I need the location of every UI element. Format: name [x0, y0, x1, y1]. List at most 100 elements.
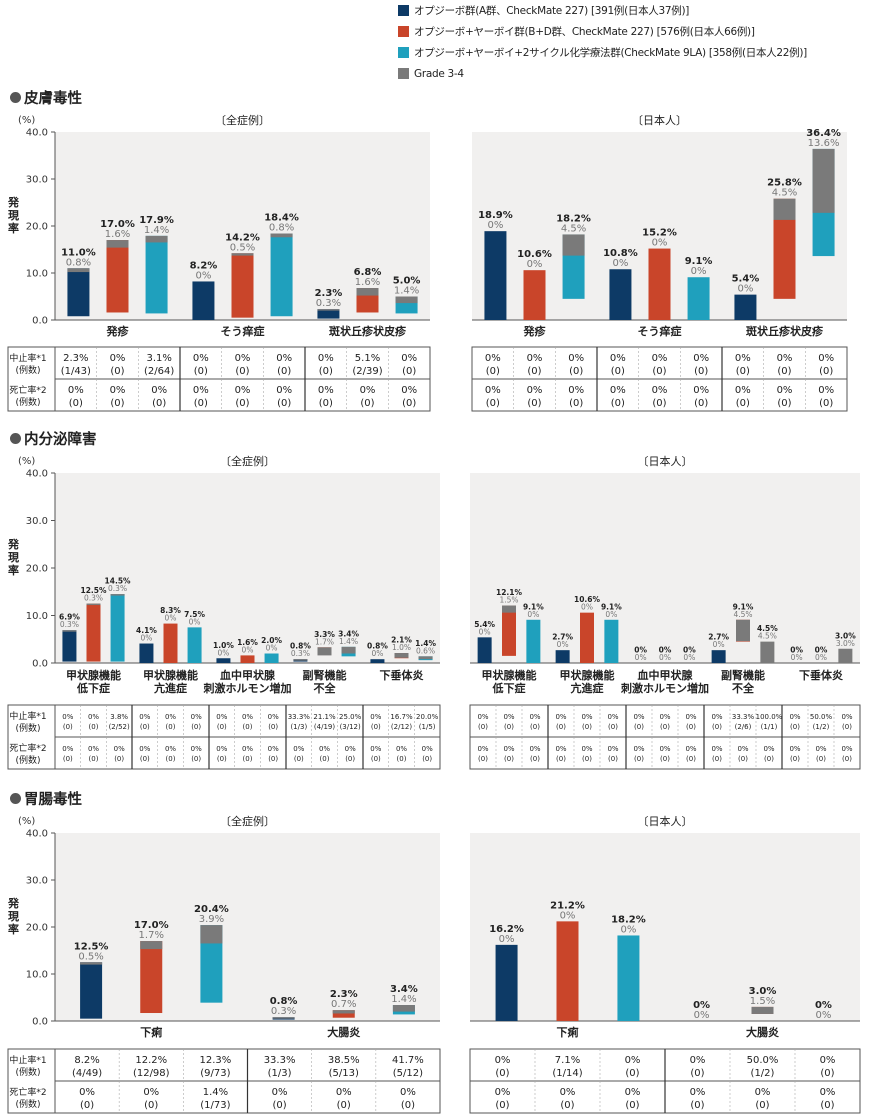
- table-cell-count: (1/3): [290, 723, 307, 731]
- table-cell-rate: 33.3%: [732, 713, 755, 721]
- table-cell-count: (2/6): [735, 723, 752, 731]
- grade34-label: 0%: [479, 627, 491, 636]
- chart-endocrine: (%)発現率0.010.020.030.040.0〔全症例〕6.9%0.3%12…: [7, 454, 861, 770]
- table-cell-count: (0): [686, 723, 696, 731]
- category-label: 刺激ホルモン増加: [620, 681, 709, 695]
- table-cell-count: (0): [277, 398, 291, 409]
- table-cell-count: (5/13): [329, 1068, 359, 1079]
- grade34-label: 0%: [189, 617, 201, 626]
- y-axis-label: 発現率: [7, 195, 20, 235]
- grade34-label: 1.4%: [144, 225, 169, 236]
- table-cell-count: (0): [530, 723, 540, 731]
- table-cell-count: (0): [360, 398, 374, 409]
- data-label: 10.8%: [603, 248, 638, 259]
- y-tick-label: 30.0: [26, 876, 48, 887]
- bar-grade34: [341, 646, 356, 654]
- bar: [67, 268, 90, 317]
- category-label: 発疹: [523, 324, 547, 338]
- table-cell-count: (0): [790, 755, 800, 763]
- bar: [106, 240, 129, 313]
- table-cell-rate: 41.7%: [392, 1055, 424, 1066]
- table-cell-rate: 0%: [336, 1087, 352, 1098]
- table-cell-rate: 0%: [370, 745, 381, 753]
- table-cell-count: (0): [495, 1100, 509, 1111]
- table-cell-count: (0): [486, 366, 500, 377]
- bar-grade34: [751, 1006, 774, 1014]
- table-cell-count: (0): [110, 366, 124, 377]
- grade34-label: 0%: [613, 258, 629, 269]
- bar: [200, 925, 223, 1003]
- category-label: そう痒症: [638, 324, 682, 338]
- data-label: 21.2%: [550, 900, 585, 911]
- table-cell-rate: 0%: [581, 745, 592, 753]
- table-cell-count: (0): [268, 755, 278, 763]
- table-cell-count: (0): [152, 398, 166, 409]
- data-label: 25.8%: [767, 178, 802, 189]
- category-label: 甲状腺機能: [143, 668, 198, 682]
- table-cell-count: (1/73): [200, 1100, 230, 1111]
- table-cell-rate: 0%: [165, 745, 176, 753]
- table-cell-rate: 0%: [659, 713, 670, 721]
- grade34-label: 1.4%: [391, 994, 416, 1005]
- data-label: 14.5%: [105, 577, 132, 586]
- y-tick-label: 10.0: [26, 970, 48, 981]
- table-cell-count: (0): [235, 366, 249, 377]
- grade34-label: 0%: [266, 644, 278, 653]
- table-cell-count: (0): [819, 366, 833, 377]
- table-cell-rate: 12.3%: [200, 1055, 232, 1066]
- panel-title: 〔日本人〕: [632, 113, 687, 127]
- grade34-label: 1.7%: [315, 637, 334, 646]
- table-cell-count: (0): [89, 723, 99, 731]
- legend-label: オプジーボ群(A群、CheckMate 227) [391例(日本人37例)]: [414, 5, 690, 17]
- table-cell-count: (0): [422, 755, 432, 763]
- y-tick-label: 40.0: [26, 829, 48, 840]
- bar: [484, 231, 507, 320]
- table-cell-rate: 0%: [820, 1055, 836, 1066]
- table-cell-count: (0): [371, 723, 381, 731]
- row-label-sub: (例数): [15, 722, 40, 734]
- data-label: 0%: [683, 646, 696, 655]
- table-cell-count: (0): [608, 723, 618, 731]
- table-cell-count: (0): [790, 723, 800, 731]
- category-label: 下痢: [140, 1025, 162, 1039]
- table-cell-count: (0): [560, 1100, 574, 1111]
- bar: [555, 650, 570, 663]
- bar: [370, 659, 385, 663]
- table-cell-count: (0): [611, 366, 625, 377]
- data-label: 0%: [815, 646, 828, 655]
- bar: [773, 198, 796, 299]
- category-label: 血中甲状腺: [220, 668, 276, 682]
- y-tick-label: 10.0: [26, 269, 48, 280]
- table-cell-count: (0): [217, 755, 227, 763]
- table-cell-count: (0): [582, 723, 592, 731]
- bar-grade34: [502, 605, 516, 613]
- table-cell-count: (0): [569, 398, 583, 409]
- table-cell-rate: 0%: [193, 353, 209, 364]
- table-cell-count: (0): [217, 723, 227, 731]
- data-label: 3.3%: [314, 630, 335, 639]
- table-cell-rate: 0%: [820, 1087, 836, 1098]
- table-cell-rate: 0%: [242, 713, 253, 721]
- data-label: 0%: [659, 646, 672, 655]
- table-cell-rate: 0%: [235, 385, 251, 396]
- bar: [62, 630, 77, 662]
- table-cell-rate: 0%: [62, 745, 73, 753]
- grade34-label: 0.3%: [291, 649, 310, 658]
- data-label: 9.1%: [523, 602, 544, 611]
- table-cell-rate: 0%: [139, 745, 150, 753]
- bar: [617, 935, 640, 1021]
- table-cell-rate: 0%: [503, 713, 514, 721]
- row-label-border: [7, 1048, 56, 1114]
- table-cell-rate: 0%: [690, 1087, 706, 1098]
- table-cell-rate: 0%: [527, 353, 543, 364]
- table-cell-rate: 0%: [396, 745, 407, 753]
- table-cell-count: (0): [319, 366, 333, 377]
- bar-grade34: [773, 198, 796, 220]
- table-cell-rate: 0%: [789, 745, 800, 753]
- table-cell-count: (1/1): [761, 723, 778, 731]
- table-cell-count: (0): [166, 723, 176, 731]
- category-label: 不全: [314, 681, 337, 695]
- table-cell-rate: 0%: [165, 713, 176, 721]
- table-cell-count: (0): [694, 398, 708, 409]
- row-label: 死亡率*2: [9, 384, 46, 396]
